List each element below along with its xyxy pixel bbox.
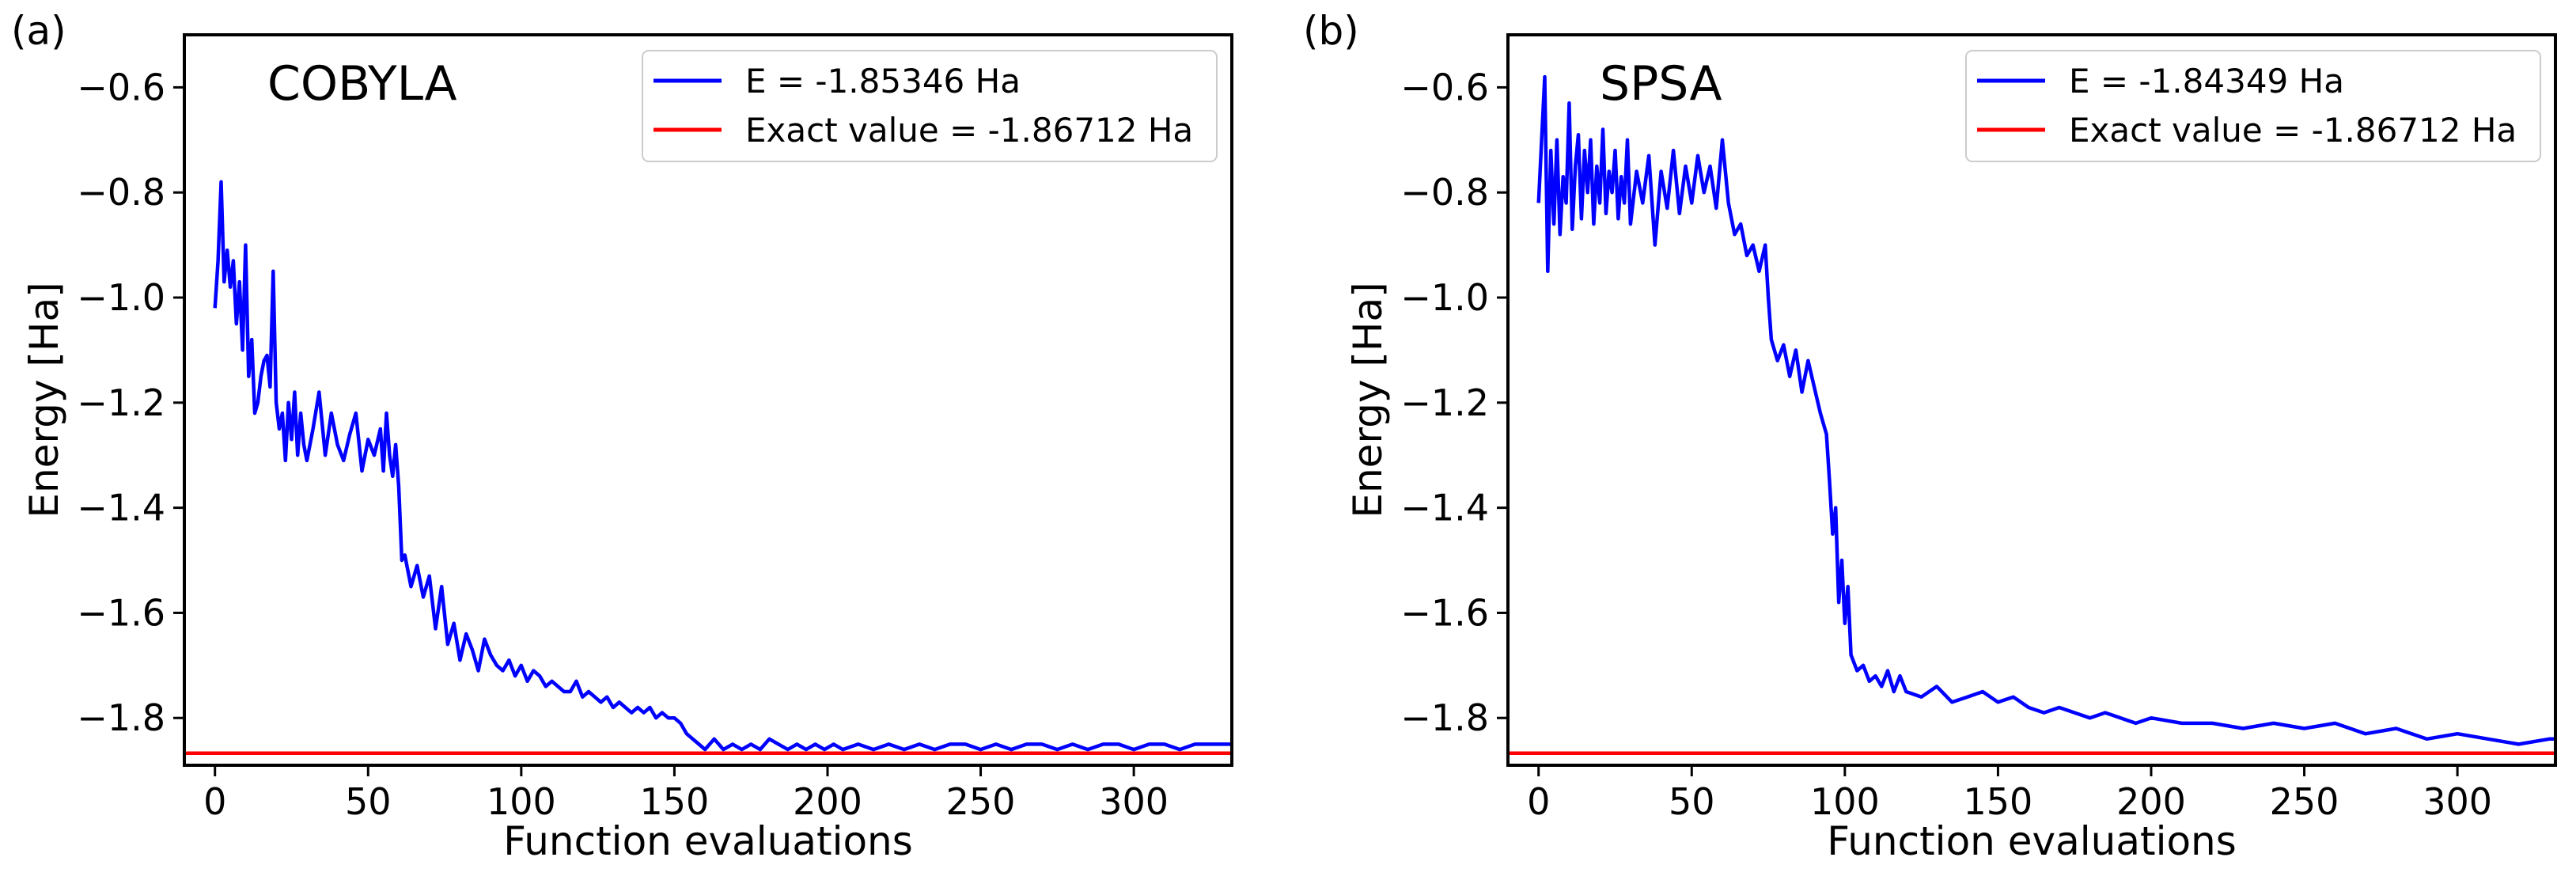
panel-label: (a) [11, 8, 66, 54]
chart-panel-a: (a) 0 50 100 150 200 250 300 −1.8 −1.6 −1.4 −1.2 −1.… [11, 8, 1233, 864]
y-tick-label: −0.6 [1400, 66, 1489, 108]
energy-series-line [213, 180, 1232, 752]
x-tick-label: 150 [640, 780, 710, 823]
axes-frame [1506, 33, 2557, 767]
y-tick-label: −0.8 [77, 171, 165, 214]
optimizer-label: COBYLA [267, 56, 457, 112]
y-tick-label: −1.8 [1400, 696, 1489, 739]
x-tick-label: 50 [345, 780, 392, 823]
chart-panel-b: (b) 0 50 100 150 200 250 300 −1.8 −1.6 −1.4 −1.2 −1.… [1303, 8, 2557, 864]
y-tick-label: −1.4 [77, 487, 165, 529]
y-tick-label: −1.0 [77, 276, 165, 319]
y-tick-label: −1.6 [1400, 591, 1489, 634]
x-tick-label: 300 [2423, 780, 2492, 823]
optimizer-label: SPSA [1600, 56, 1722, 112]
x-axis-label: Function evaluations [1827, 818, 2237, 864]
panel-label: (b) [1303, 8, 1359, 54]
series-group [184, 180, 1232, 756]
y-axis-label: Energy [Ha] [1345, 282, 1391, 518]
y-tick-label: −1.0 [1400, 276, 1489, 319]
legend: E = -1.84349 Ha Exact value = -1.86712 Ha [1965, 50, 2541, 162]
legend: E = -1.85346 Ha Exact value = -1.86712 Ha [642, 50, 1218, 162]
y-tick-label: −1.2 [1400, 381, 1489, 424]
y-tick-label: −0.6 [77, 66, 165, 108]
x-tick-label: 300 [1099, 780, 1169, 823]
x-tick-label: 100 [1810, 780, 1880, 823]
x-tick-label: 200 [793, 780, 862, 823]
axes-frame [183, 33, 1233, 767]
x-tick-label: 250 [2270, 780, 2339, 823]
y-tick-label: −1.8 [77, 696, 165, 739]
y-tick-label: −1.4 [1400, 487, 1489, 529]
legend-box [1965, 50, 2541, 162]
y-tick-label: −0.8 [1400, 171, 1489, 214]
y-tick-label: −1.6 [77, 591, 165, 634]
energy-series-line [1536, 74, 2555, 746]
x-tick-label: 0 [1527, 780, 1550, 823]
x-tick-label: 150 [1964, 780, 2033, 823]
legend-entry: E = -1.85346 Ha [745, 62, 1021, 101]
x-tick-label: 100 [487, 780, 556, 823]
legend-entry: Exact value = -1.86712 Ha [2069, 111, 2517, 150]
x-tick-label: 0 [203, 780, 226, 823]
series-group [1508, 74, 2555, 756]
x-axis-label: Function evaluations [503, 818, 913, 864]
x-tick-label: 200 [2116, 780, 2186, 823]
legend-entry: E = -1.84349 Ha [2069, 62, 2344, 101]
legend-box [642, 50, 1218, 162]
y-axis-label: Energy [Ha] [21, 282, 67, 518]
x-tick-label: 250 [946, 780, 1016, 823]
legend-entry: Exact value = -1.86712 Ha [745, 111, 1193, 150]
y-tick-label: −1.2 [77, 381, 165, 424]
x-tick-label: 50 [1669, 780, 1715, 823]
